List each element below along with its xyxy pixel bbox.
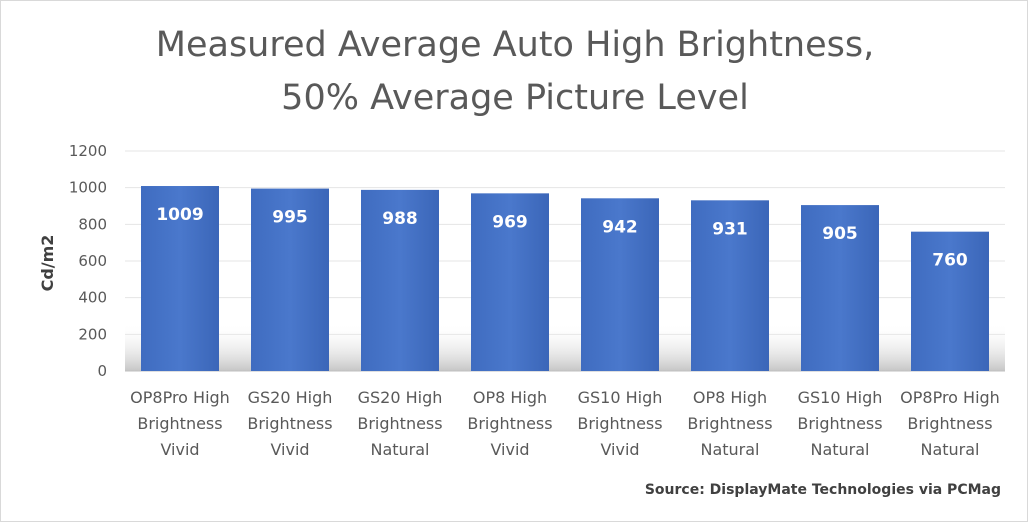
category-label-line: OP8Pro High — [900, 388, 1000, 407]
data-label: 995 — [272, 208, 308, 228]
category-label-line: Vivid — [490, 440, 529, 459]
y-tick-label: 200 — [78, 325, 107, 343]
category-label: GS20 High Brightness Vivid — [247, 388, 332, 459]
data-label: 1009 — [156, 205, 203, 225]
bar — [141, 186, 219, 371]
data-labels: 1009 995 988 969 942 931 905 760 — [156, 205, 968, 271]
category-labels: OP8Pro High Brightness Vivid GS20 High Brigh… — [130, 388, 1000, 459]
category-label: OP8Pro High Brightness Natural — [900, 388, 1000, 459]
data-label: 905 — [822, 224, 858, 244]
bar — [471, 193, 549, 371]
category-label-line: Vivid — [600, 440, 639, 459]
category-label-line: Brightness — [137, 414, 222, 433]
bar — [361, 189, 439, 371]
category-label-line: Brightness — [797, 414, 882, 433]
category-label: OP8 High Brightness Natural — [687, 388, 772, 459]
y-axis-label: Cd/m2 — [38, 235, 57, 292]
y-tick-labels: 0 200 400 600 800 1000 1200 — [69, 142, 107, 380]
bars — [141, 186, 989, 371]
category-label-line: GS10 High — [578, 388, 663, 407]
category-label-line: Natural — [370, 440, 429, 459]
category-label: OP8Pro High Brightness Vivid — [130, 388, 230, 459]
y-tick-label: 800 — [78, 215, 107, 233]
category-label-line: Brightness — [467, 414, 552, 433]
category-label-line: OP8 High — [693, 388, 767, 407]
category-label-line: Brightness — [357, 414, 442, 433]
y-tick-label: 1000 — [69, 179, 107, 197]
data-label: 969 — [492, 212, 528, 232]
y-tick-label: 400 — [78, 289, 107, 307]
category-label-line: Natural — [920, 440, 979, 459]
y-tick-label: 600 — [78, 252, 107, 270]
source-note: Source: DisplayMate Technologies via PCM… — [645, 482, 1001, 498]
category-label-line: GS20 High — [248, 388, 333, 407]
category-label-line: Natural — [810, 440, 869, 459]
bar — [251, 188, 329, 371]
category-label-line: Brightness — [687, 414, 772, 433]
category-label: GS20 High Brightness Natural — [357, 388, 442, 459]
data-label: 942 — [602, 217, 638, 237]
category-label-line: Vivid — [160, 440, 199, 459]
bar — [581, 198, 659, 371]
category-label-line: Vivid — [270, 440, 309, 459]
category-label-line: OP8Pro High — [130, 388, 230, 407]
category-label-line: Brightness — [907, 414, 992, 433]
category-label: OP8 High Brightness Vivid — [467, 388, 552, 459]
bar — [911, 231, 989, 371]
y-tick-label: 0 — [97, 362, 107, 380]
category-label-line: Brightness — [247, 414, 332, 433]
data-label: 760 — [932, 251, 968, 271]
category-label-line: Natural — [700, 440, 759, 459]
bar — [691, 200, 769, 371]
y-tick-label: 1200 — [69, 142, 107, 160]
chart-title-line-1: Measured Average Auto High Brightness, — [156, 25, 874, 65]
chart-title-line-2: 50% Average Picture Level — [281, 78, 749, 118]
category-label-line: GS10 High — [798, 388, 883, 407]
category-label: GS10 High Brightness Vivid — [577, 388, 662, 459]
data-label: 931 — [712, 219, 748, 239]
category-label-line: GS20 High — [358, 388, 443, 407]
data-label: 988 — [382, 209, 418, 229]
category-label-line: OP8 High — [473, 388, 547, 407]
category-label: GS10 High Brightness Natural — [797, 388, 882, 459]
bar — [801, 205, 879, 371]
category-label-line: Brightness — [577, 414, 662, 433]
